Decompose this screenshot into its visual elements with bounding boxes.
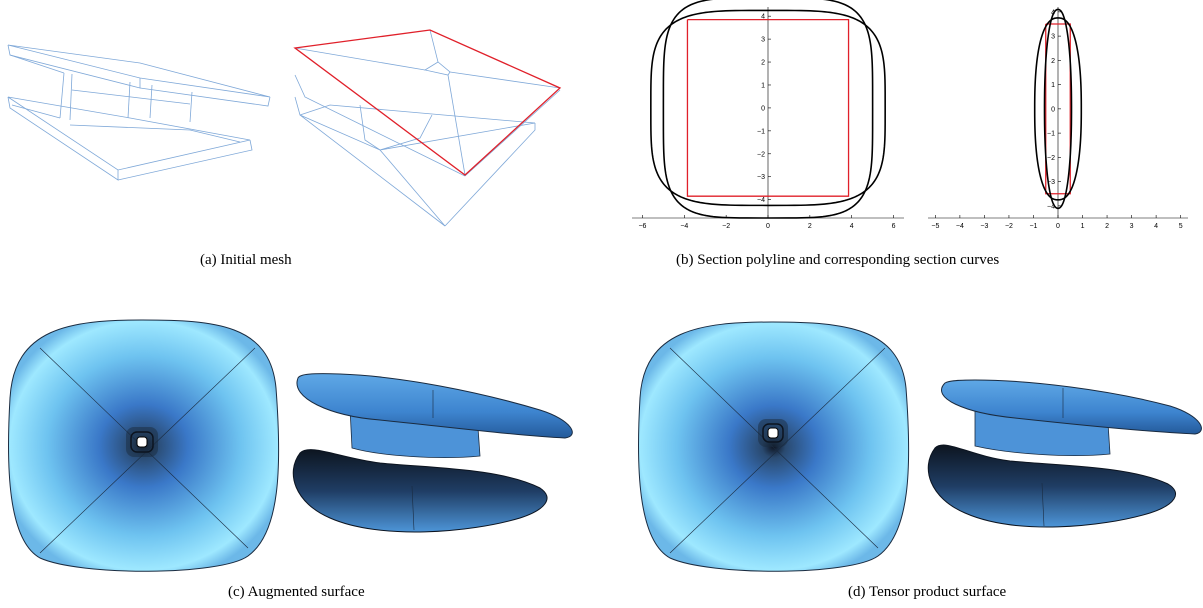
augmented-top-view xyxy=(7,319,280,572)
section-polyline xyxy=(686,18,850,197)
caption-b: (b) Section polyline and corresponding s… xyxy=(676,252,1000,268)
y-tick-label: 3 xyxy=(761,37,765,44)
y-tick-label: 1 xyxy=(761,82,765,89)
section-curve-2 xyxy=(1033,17,1083,201)
y-tick-label: 0 xyxy=(1051,106,1055,113)
y-tick-label: 3 xyxy=(1051,34,1055,41)
y-tick-label: 0 xyxy=(761,105,765,112)
caption-a: (a) Initial mesh xyxy=(200,252,292,268)
x-tick-label: 1 xyxy=(1081,223,1085,230)
y-tick-label: 2 xyxy=(1051,58,1055,65)
section-curve-1 xyxy=(662,0,874,219)
mesh-perspective-view xyxy=(293,29,562,227)
mesh-side-view xyxy=(7,44,271,181)
tensor-top-view xyxy=(637,321,910,572)
x-tick-label: 0 xyxy=(1056,223,1060,230)
x-tick-label: −5 xyxy=(931,223,939,230)
y-tick-label: −1 xyxy=(757,128,765,135)
y-tick-label: 2 xyxy=(761,60,765,67)
x-tick-label: 6 xyxy=(892,223,896,230)
augmented-surface-render xyxy=(7,319,573,572)
y-tick-label: −4 xyxy=(757,197,765,204)
tensor-surface-render xyxy=(637,321,1202,572)
section-curve-1 xyxy=(1043,8,1073,210)
section-curve-2 xyxy=(650,9,886,207)
x-tick-label: −6 xyxy=(638,223,646,230)
x-tick-label: −1 xyxy=(1029,223,1037,230)
x-tick-label: 5 xyxy=(1179,223,1183,230)
y-tick-label: 4 xyxy=(761,14,765,21)
x-tick-label: 4 xyxy=(850,223,854,230)
x-tick-label: −3 xyxy=(980,223,988,230)
caption-c: (c) Augmented surface xyxy=(228,584,365,600)
y-tick-label: −2 xyxy=(1047,155,1055,162)
x-tick-label: 2 xyxy=(808,223,812,230)
y-tick-label: 1 xyxy=(1051,82,1055,89)
x-tick-label: 0 xyxy=(766,223,770,230)
x-tick-label: −4 xyxy=(956,223,964,230)
x-tick-label: 4 xyxy=(1154,223,1158,230)
y-tick-label: −1 xyxy=(1047,131,1055,138)
x-tick-label: −2 xyxy=(722,223,730,230)
augmented-side-view xyxy=(292,373,573,533)
section-plot-square: −6 −4 −2 0 2 4 6 −4 −3 −2 −1 0 1 2 3 4 xyxy=(632,0,904,230)
y-tick-label: −2 xyxy=(757,151,765,158)
caption-d: (d) Tensor product surface xyxy=(848,584,1007,600)
y-tick-label: −3 xyxy=(757,174,765,181)
section-polyline xyxy=(1045,23,1071,195)
y-tick-label: −3 xyxy=(1047,179,1055,186)
x-tick-label: −2 xyxy=(1005,223,1013,230)
x-tick-label: 3 xyxy=(1130,223,1134,230)
tensor-side-view xyxy=(927,379,1202,528)
y-tick-label: −4 xyxy=(1047,203,1055,210)
mesh-panel-a xyxy=(7,29,562,227)
x-tick-label: −4 xyxy=(680,223,688,230)
x-tick-label: 2 xyxy=(1105,223,1109,230)
